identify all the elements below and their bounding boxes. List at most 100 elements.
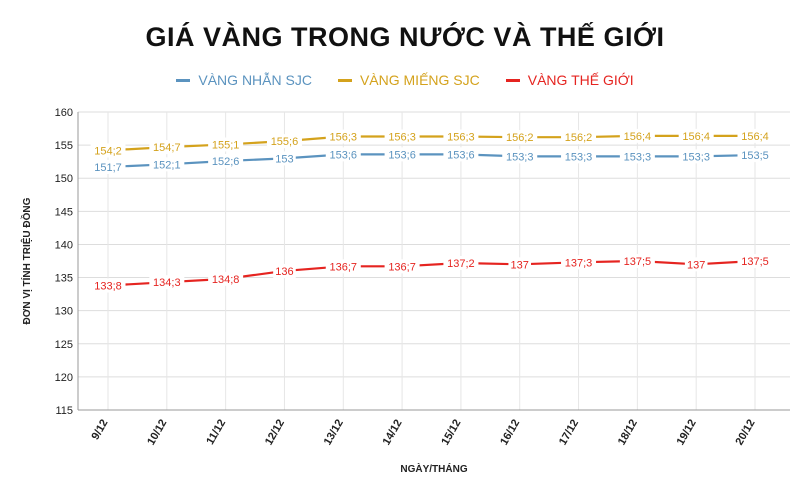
data-label-bg: [208, 154, 244, 169]
data-label: 137;5: [624, 256, 652, 268]
data-label-bg: [325, 147, 361, 162]
data-label-bg: [737, 254, 773, 268]
legend-swatch-vang-mieng: [337, 78, 352, 82]
data-label-bg: [443, 147, 479, 162]
series-line: [106, 134, 757, 152]
y-tick-label: 150: [55, 173, 73, 185]
data-label: 156;3: [330, 132, 358, 144]
data-label: 156;4: [624, 131, 652, 143]
data-label-bg: [561, 149, 597, 164]
y-tick-label: 145: [55, 206, 73, 218]
y-tick-label: 160: [55, 107, 73, 119]
data-label: 156;2: [565, 132, 593, 144]
data-label: 155;1: [212, 139, 240, 151]
data-label: 134;3: [153, 277, 181, 289]
x-tick-label: 14/12: [381, 418, 405, 448]
x-axis-title: NGÀY/THÁNG: [400, 462, 467, 475]
data-label-bg: [325, 259, 361, 274]
data-label: 156;4: [741, 131, 769, 143]
legend-item-vang-the-gioi: VÀNG THẾ GIỚI: [505, 72, 634, 88]
data-label: 153;5: [741, 150, 769, 162]
data-label-bg: [266, 134, 302, 149]
data-label: 136;7: [330, 261, 358, 273]
data-label: 153;3: [682, 151, 710, 163]
legend-label-vang-nhan: VÀNG NHẪN SJC: [198, 72, 312, 88]
data-label: 154;2: [94, 145, 122, 157]
x-tick-label: 13/12: [322, 418, 346, 448]
data-label: 154;7: [153, 142, 181, 154]
data-label-bg: [208, 271, 244, 286]
data-label-bg: [273, 263, 296, 278]
x-tick-label: 20/12: [733, 418, 757, 448]
data-label-bg: [325, 129, 361, 144]
legend-item-vang-mieng: VÀNG MIẾNG SJC: [337, 72, 480, 88]
series-line: [106, 259, 757, 287]
x-tick-label: 12/12: [263, 418, 287, 448]
chart-title: GIÁ VÀNG TRONG NƯỚC VÀ THẾ GIỚI: [145, 22, 665, 52]
data-label-bg: [443, 129, 479, 144]
data-label: 137: [511, 259, 529, 271]
data-label-bg: [684, 257, 708, 272]
data-label: 153;6: [447, 149, 475, 161]
data-label: 137: [687, 259, 705, 271]
series-line: [106, 153, 757, 169]
data-label-bg: [149, 140, 185, 155]
data-label-bg: [619, 128, 655, 143]
data-label: 151;7: [94, 162, 122, 174]
legend-swatch-vang-the-gioi: [505, 78, 520, 82]
data-label: 153: [275, 153, 293, 165]
data-label: 133;8: [94, 281, 122, 293]
data-label-bg: [90, 278, 126, 293]
data-label-bg: [149, 157, 185, 172]
y-axis-title: ĐƠN VỊ TÍNH TRIỆU ĐỒNG: [20, 197, 33, 324]
legend: VÀNG NHẪN SJC VÀNG MIẾNG SJC VÀNG THẾ GI…: [0, 72, 810, 88]
data-label: 153;3: [506, 151, 534, 163]
data-label: 153;6: [388, 149, 416, 161]
data-label-bg: [502, 149, 538, 164]
data-label: 136;7: [388, 261, 416, 273]
data-label-bg: [384, 129, 420, 144]
data-label: 137;5: [741, 256, 769, 268]
data-label: 156;2: [506, 132, 534, 144]
x-tick-label: 17/12: [557, 418, 581, 448]
x-tick-label: 19/12: [675, 418, 699, 448]
data-label-bg: [90, 143, 126, 158]
data-label-bg: [737, 148, 773, 163]
x-tick-label: 10/12: [145, 418, 169, 448]
data-label-bg: [384, 259, 420, 274]
data-label: 134;8: [212, 274, 240, 286]
data-label-bg: [561, 130, 597, 145]
data-label: 153;3: [624, 151, 652, 163]
series-lines: [106, 134, 757, 287]
data-label-bg: [508, 257, 532, 272]
x-tick-label: 9/12: [89, 418, 110, 443]
legend-swatch-vang-nhan: [176, 78, 191, 82]
data-label: 153;6: [330, 149, 358, 161]
data-label-bg: [384, 147, 420, 162]
x-tick-label: 15/12: [439, 418, 463, 448]
y-tick-label: 130: [55, 306, 73, 318]
data-label-bg: [90, 159, 126, 174]
data-label: 156;3: [388, 132, 416, 144]
data-label: 137;3: [565, 257, 593, 269]
data-labels: 151;7 152;1 152;6 153 153;6 153;6 153;6 153;3 15…: [90, 128, 773, 293]
y-tick-label: 135: [55, 273, 73, 285]
y-tick-label: 155: [55, 140, 73, 152]
data-label-bg: [273, 151, 296, 166]
data-label: 153;3: [565, 151, 593, 163]
y-tick-label: 115: [55, 405, 73, 417]
x-tick-label: 11/12: [204, 418, 228, 447]
y-tick-label: 125: [55, 339, 73, 351]
data-label: 152;6: [212, 156, 240, 168]
x-tick-label: 16/12: [498, 418, 522, 448]
data-label-bg: [619, 149, 655, 164]
data-label-bg: [149, 275, 185, 290]
data-label-bg: [502, 130, 538, 145]
data-label-bg: [678, 128, 714, 143]
data-label: 156;3: [447, 132, 475, 144]
data-label: 136: [275, 266, 293, 278]
data-label: 155;6: [271, 136, 299, 148]
data-label-bg: [678, 149, 714, 164]
data-label-bg: [561, 255, 597, 270]
legend-label-vang-mieng: VÀNG MIẾNG SJC: [359, 72, 480, 88]
